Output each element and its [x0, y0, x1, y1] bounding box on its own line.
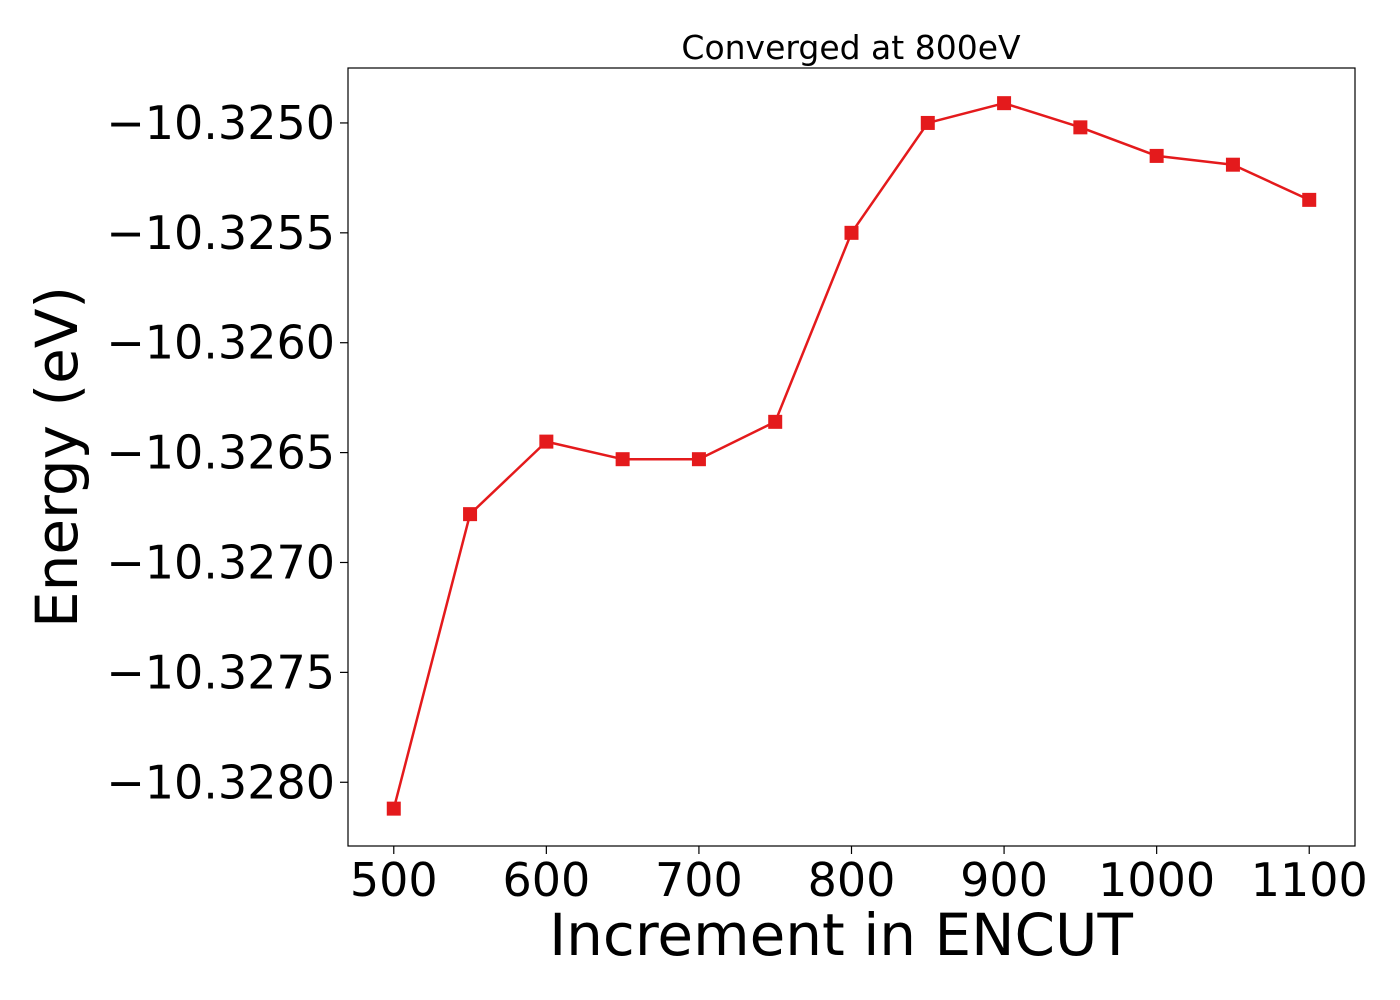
x-axis: 500 600 700 800 900 1000 1100 [350, 846, 1368, 907]
y-tick-label: −10.3280 [106, 755, 335, 809]
data-point-marker [768, 414, 783, 429]
data-point-marker [691, 452, 706, 467]
chart-title: Converged at 800eV [681, 28, 1021, 67]
data-point-marker [1149, 148, 1164, 163]
x-tick-label: 1000 [1098, 853, 1215, 907]
x-tick-label: 900 [960, 853, 1048, 907]
x-tick-label: 500 [350, 853, 438, 907]
y-tick-label: −10.3250 [106, 96, 335, 150]
data-point-marker [1073, 120, 1088, 135]
x-tick-label: 700 [655, 853, 743, 907]
data-point-marker [997, 96, 1012, 111]
data-point-marker [920, 115, 935, 130]
y-axis: −10.3250 −10.3255 −10.3260 −10.3265 −10.3270… [106, 96, 348, 809]
y-axis-label: Energy (eV) [23, 286, 91, 628]
y-tick-label: −10.3265 [106, 426, 335, 480]
y-tick-label: −10.3260 [106, 316, 335, 370]
data-point-marker [386, 801, 401, 816]
y-tick-label: −10.3255 [106, 206, 335, 260]
data-point-marker [1225, 157, 1240, 172]
x-tick-label: 600 [502, 853, 590, 907]
y-tick-label: −10.3270 [106, 535, 335, 589]
data-point-marker [1302, 192, 1317, 207]
plot-content [386, 96, 1317, 816]
data-point-marker [844, 225, 859, 240]
x-tick-label: 800 [808, 853, 896, 907]
x-axis-label: Increment in ENCUT [549, 901, 1133, 969]
data-point-marker [539, 434, 554, 449]
x-tick-label: 1100 [1251, 853, 1368, 907]
data-point-marker [463, 507, 478, 522]
y-tick-label: −10.3275 [106, 645, 335, 699]
data-point-marker [615, 452, 630, 467]
